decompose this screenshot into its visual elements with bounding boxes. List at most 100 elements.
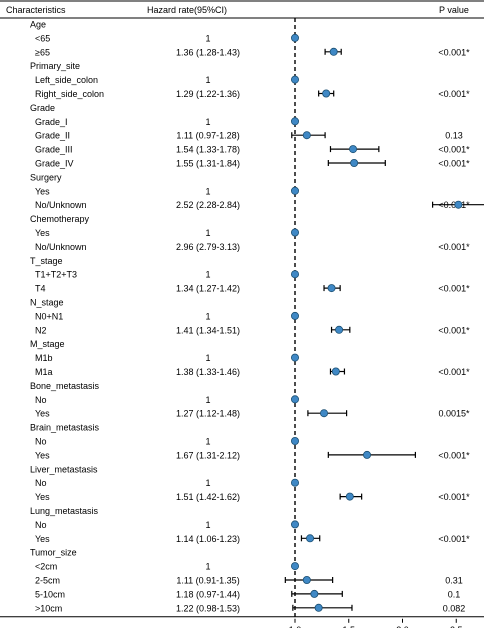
row-hazard-rate: 1.18 (0.97-1.44) — [176, 589, 240, 599]
x-axis: 1.01.52.02.53.0 — [289, 618, 463, 628]
row-label: Yes — [35, 186, 50, 196]
row-hazard-rate: 1 — [205, 353, 210, 363]
header-characteristics: Characteristics — [6, 5, 66, 15]
row-label: T1+T2+T3 — [35, 270, 77, 280]
hazard-point — [290, 395, 299, 404]
header: Characteristics Hazard rate(95%CI) P val… — [6, 5, 469, 15]
row-label: Bone_metastasis — [30, 381, 100, 391]
row-p-value: <0.001* — [438, 47, 470, 57]
hazard-point — [290, 33, 299, 42]
row-label: No/Unknown — [35, 200, 87, 210]
hazard-point — [454, 200, 463, 209]
row-label: Surgery — [30, 172, 62, 182]
row-label: Grade_IV — [35, 159, 74, 169]
row-hazard-rate: 1 — [205, 117, 210, 127]
row-p-value: <0.001* — [438, 450, 470, 460]
hazard-point — [290, 478, 299, 487]
row-label: N_stage — [30, 298, 64, 308]
row-hazard-rate: 2.96 (2.79-3.13) — [176, 242, 240, 252]
row-hazard-rate: 2.52 (2.28-2.84) — [176, 200, 240, 210]
row-hazard-rate: 1.38 (1.33-1.46) — [176, 367, 240, 377]
row-label: No — [35, 520, 47, 530]
row-hazard-rate: 1 — [205, 520, 210, 530]
table-rows: Age <65 1 ≥65 1.36 (1.28-1.43) <0.001* Primary… — [30, 20, 470, 614]
hazard-point — [290, 562, 299, 571]
row-label: T4 — [35, 284, 46, 294]
row-hazard-rate: 1 — [205, 75, 210, 85]
row-hazard-rate: 1.27 (1.12-1.48) — [176, 409, 240, 419]
row-label: N2 — [35, 325, 47, 335]
hazard-point — [335, 325, 344, 334]
row-label: Yes — [35, 534, 50, 544]
hazard-point — [329, 47, 338, 56]
row-p-value: 0.31 — [445, 576, 463, 586]
row-label: Left_side_colon — [35, 75, 98, 85]
row-label: ≥65 — [35, 47, 50, 57]
row-hazard-rate: 1.14 (1.06-1.23) — [176, 534, 240, 544]
row-label: 2-5cm — [35, 576, 60, 586]
row-hazard-rate: 1 — [205, 311, 210, 321]
row-label: Grade_III — [35, 145, 73, 155]
row-label: Yes — [35, 228, 50, 238]
row-hazard-rate: 1.51 (1.42-1.62) — [176, 492, 240, 502]
row-p-value: <0.001* — [438, 284, 470, 294]
row-label: No — [35, 437, 47, 447]
hazard-point — [320, 409, 329, 418]
row-label: 5-10cm — [35, 589, 65, 599]
row-p-value: <0.001* — [438, 325, 470, 335]
hazard-point — [302, 576, 311, 585]
forest-marks — [284, 18, 484, 619]
row-label: Brain_metastasis — [30, 423, 100, 433]
row-label: Lung_metastasis — [30, 506, 99, 516]
row-label: <65 — [35, 33, 50, 43]
hazard-point — [290, 311, 299, 320]
row-p-value: 0.0015* — [438, 409, 470, 419]
row-p-value: <0.001* — [438, 159, 470, 169]
hazard-point — [290, 75, 299, 84]
hazard-point — [349, 145, 358, 154]
row-hazard-rate: 1.11 (0.97-1.28) — [176, 131, 239, 141]
x-tick-label: 1.5 — [342, 625, 355, 628]
row-hazard-rate: 1.11 (0.91-1.35) — [176, 576, 239, 586]
row-hazard-rate: 1.29 (1.22-1.36) — [176, 89, 240, 99]
row-label: Yes — [35, 409, 50, 419]
row-p-value: <0.001* — [438, 145, 470, 155]
hazard-point — [322, 89, 331, 98]
row-hazard-rate: 1.54 (1.33-1.78) — [176, 145, 240, 155]
hazard-point — [306, 534, 315, 543]
row-p-value: 0.1 — [448, 589, 461, 599]
row-label: T_stage — [30, 256, 63, 266]
hazard-point — [290, 228, 299, 237]
hazard-point — [290, 436, 299, 445]
row-label: Grade_I — [35, 117, 68, 127]
x-tick-label: 1.0 — [289, 625, 302, 628]
row-label: Yes — [35, 492, 50, 502]
row-hazard-rate: 1 — [205, 395, 210, 405]
row-label: Chemotherapy — [30, 214, 90, 224]
row-label: Right_side_colon — [35, 89, 104, 99]
hazard-point — [345, 492, 354, 501]
x-tick-label: 2.0 — [396, 625, 409, 628]
row-label: No — [35, 478, 47, 488]
row-hazard-rate: 1 — [205, 270, 210, 280]
row-hazard-rate: 1 — [205, 437, 210, 447]
row-hazard-rate: 1.22 (0.98-1.53) — [176, 603, 240, 613]
hazard-point — [310, 589, 319, 598]
hazard-point — [290, 353, 299, 362]
row-p-value: <0.001* — [438, 534, 470, 544]
row-label: M_stage — [30, 339, 65, 349]
hazard-point — [290, 186, 299, 195]
row-label: M1a — [35, 367, 53, 377]
x-tick-label: 2.5 — [450, 625, 463, 628]
hazard-point — [314, 603, 323, 612]
row-label: N0+N1 — [35, 311, 63, 321]
row-hazard-rate: 1 — [205, 478, 210, 488]
row-label: Tumor_size — [30, 548, 77, 558]
hazard-point — [331, 367, 340, 376]
hazard-point — [290, 520, 299, 529]
row-label: No — [35, 395, 47, 405]
row-hazard-rate: 1.55 (1.31-1.84) — [176, 159, 240, 169]
row-hazard-rate: 1 — [205, 562, 210, 572]
hazard-point — [327, 284, 336, 293]
row-label: <2cm — [35, 562, 57, 572]
